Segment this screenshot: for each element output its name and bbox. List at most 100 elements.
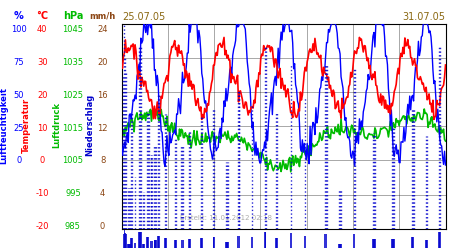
Bar <box>340 244 342 248</box>
Bar <box>175 240 176 248</box>
Text: 4: 4 <box>100 189 105 198</box>
Bar <box>130 238 132 248</box>
Bar <box>426 240 428 248</box>
Text: °C: °C <box>36 11 48 21</box>
Bar <box>238 236 240 248</box>
Bar <box>126 234 127 247</box>
Text: -10: -10 <box>36 189 49 198</box>
Bar <box>339 244 341 248</box>
Text: 0: 0 <box>40 156 45 165</box>
Text: 75: 75 <box>14 58 24 67</box>
Bar <box>155 240 157 248</box>
Bar <box>227 242 229 248</box>
Bar <box>125 233 126 248</box>
Bar <box>140 232 142 248</box>
Bar <box>151 241 153 248</box>
Bar <box>128 244 130 248</box>
Bar <box>143 244 144 248</box>
Text: Luftfeuchtigkeit: Luftfeuchtigkeit <box>0 86 8 164</box>
Bar <box>150 241 151 248</box>
Bar <box>251 237 253 248</box>
Text: 8: 8 <box>100 156 105 165</box>
Text: Temperatur: Temperatur <box>22 98 31 152</box>
Bar <box>180 240 182 248</box>
Text: 10: 10 <box>37 124 48 132</box>
Bar <box>413 237 414 248</box>
Bar <box>326 234 328 247</box>
Text: 1035: 1035 <box>63 58 83 67</box>
Bar <box>158 236 160 248</box>
Bar <box>373 239 375 248</box>
Bar <box>129 244 131 248</box>
Text: %: % <box>14 11 24 21</box>
Text: 100: 100 <box>11 26 27 35</box>
Text: 24: 24 <box>97 26 108 35</box>
Bar <box>212 237 214 248</box>
Bar <box>213 237 215 248</box>
Bar <box>374 239 376 248</box>
Bar <box>438 232 440 248</box>
Bar <box>238 236 239 248</box>
Bar <box>411 237 413 248</box>
Text: 1025: 1025 <box>63 91 83 100</box>
Text: 16: 16 <box>97 91 108 100</box>
Bar <box>392 239 394 248</box>
Bar <box>122 234 124 248</box>
Bar <box>324 234 325 247</box>
Text: hPa: hPa <box>63 11 83 21</box>
Bar <box>189 239 190 248</box>
Bar <box>148 238 149 248</box>
Text: 1005: 1005 <box>63 156 83 165</box>
Bar <box>276 238 278 248</box>
Bar <box>131 238 133 248</box>
Bar <box>265 232 266 248</box>
Bar <box>354 234 356 247</box>
Text: 30: 30 <box>37 58 48 67</box>
Bar <box>393 239 395 248</box>
Bar <box>174 240 176 248</box>
Text: 995: 995 <box>65 189 81 198</box>
Bar <box>226 242 228 248</box>
Text: Erstellt: 11.01.2012 02:18: Erstellt: 11.01.2012 02:18 <box>180 214 272 220</box>
Text: 25.07.05: 25.07.05 <box>122 12 165 22</box>
Text: 50: 50 <box>14 91 24 100</box>
Bar <box>139 232 141 248</box>
Bar <box>146 238 148 248</box>
Bar <box>304 236 306 248</box>
Bar <box>225 242 227 248</box>
Bar <box>165 238 167 248</box>
Bar <box>325 234 326 247</box>
Text: 1015: 1015 <box>63 124 83 132</box>
Bar <box>201 238 203 248</box>
Text: -20: -20 <box>36 222 49 231</box>
Bar <box>439 232 441 248</box>
Bar <box>237 236 239 248</box>
Bar <box>275 238 277 248</box>
Bar <box>153 240 155 248</box>
Text: 20: 20 <box>97 58 108 67</box>
Bar <box>338 244 340 248</box>
Text: Luftdruck: Luftdruck <box>52 102 61 148</box>
Text: 985: 985 <box>65 222 81 231</box>
Text: 40: 40 <box>37 26 48 35</box>
Text: 25: 25 <box>14 124 24 132</box>
Bar <box>147 238 149 248</box>
Bar <box>152 241 153 248</box>
Bar <box>290 234 292 247</box>
Bar <box>353 234 355 247</box>
Text: 31.07.05: 31.07.05 <box>402 12 445 22</box>
Bar <box>412 237 414 248</box>
Bar <box>181 240 183 248</box>
Bar <box>372 239 374 248</box>
Text: 0: 0 <box>100 222 105 231</box>
Bar <box>200 238 202 248</box>
Text: mm/h: mm/h <box>90 12 116 21</box>
Bar <box>134 243 136 248</box>
Bar <box>392 239 393 248</box>
Bar <box>124 230 125 248</box>
Bar <box>264 232 266 248</box>
Text: Niederschlag: Niederschlag <box>86 94 94 156</box>
Bar <box>189 239 191 248</box>
Text: 1045: 1045 <box>63 26 83 35</box>
Bar <box>154 240 156 248</box>
